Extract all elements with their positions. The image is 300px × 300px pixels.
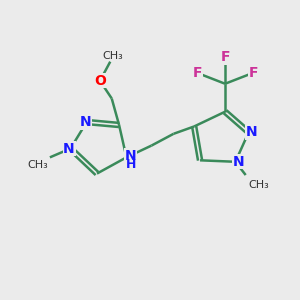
Text: CH₃: CH₃ bbox=[249, 180, 269, 190]
Text: H: H bbox=[126, 158, 136, 171]
Text: N: N bbox=[80, 115, 91, 129]
Text: CH₃: CH₃ bbox=[28, 160, 49, 170]
Text: N: N bbox=[232, 155, 244, 169]
Text: O: O bbox=[94, 74, 106, 88]
Text: N: N bbox=[246, 125, 257, 139]
Text: N: N bbox=[63, 142, 75, 155]
Text: CH₃: CH₃ bbox=[103, 51, 124, 61]
Text: F: F bbox=[192, 66, 202, 80]
Text: F: F bbox=[248, 66, 258, 80]
Text: F: F bbox=[220, 50, 230, 64]
Text: N: N bbox=[125, 149, 137, 163]
